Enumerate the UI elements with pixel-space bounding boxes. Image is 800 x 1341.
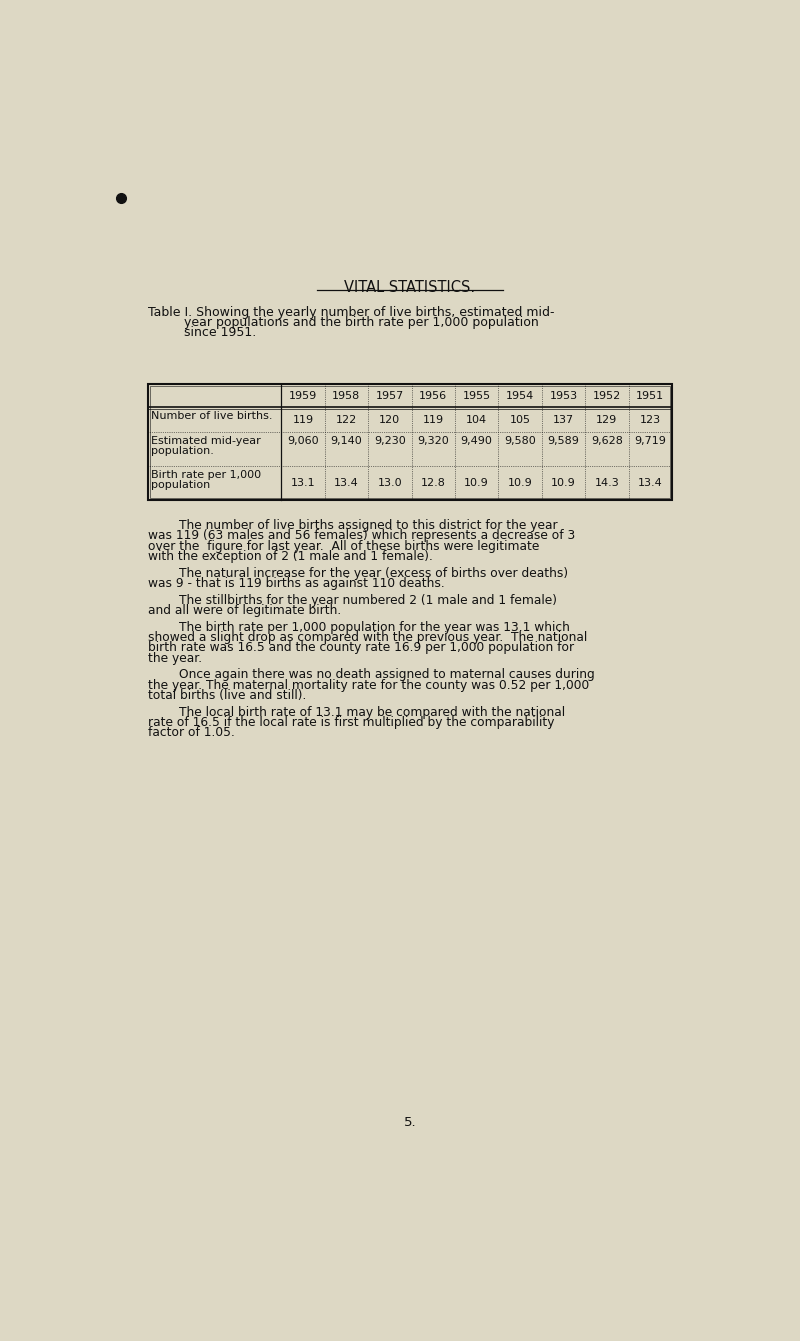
Text: 12.8: 12.8 [421, 477, 446, 488]
Text: 10.9: 10.9 [464, 477, 489, 488]
Text: 9,140: 9,140 [330, 436, 362, 445]
Text: 1956: 1956 [419, 390, 447, 401]
Text: 122: 122 [336, 414, 357, 425]
Text: with the exception of 2 (1 male and 1 female).: with the exception of 2 (1 male and 1 fe… [148, 550, 433, 563]
Text: the year. The maternal mortality rate for the county was 0.52 per 1,000: the year. The maternal mortality rate fo… [148, 679, 590, 692]
Text: 9,320: 9,320 [418, 436, 449, 445]
Text: 119: 119 [422, 414, 444, 425]
Text: 14.3: 14.3 [594, 477, 619, 488]
Text: and all were of legitimate birth.: and all were of legitimate birth. [148, 603, 342, 617]
Text: 10.9: 10.9 [508, 477, 533, 488]
Text: was 9 - that is 119 births as against 110 deaths.: was 9 - that is 119 births as against 11… [148, 577, 445, 590]
Bar [148, 385, 672, 500]
Text: 119: 119 [293, 414, 314, 425]
Text: 9,580: 9,580 [504, 436, 536, 445]
Text: 9,719: 9,719 [634, 436, 666, 445]
Text: 1958: 1958 [332, 390, 361, 401]
Text: The number of live births assigned to this district for the year: The number of live births assigned to th… [148, 519, 558, 532]
Text: 10.9: 10.9 [551, 477, 576, 488]
Text: was 119 (63 males and 56 females) which represents a decrease of 3: was 119 (63 males and 56 females) which … [148, 530, 575, 542]
Text: 1952: 1952 [593, 390, 621, 401]
Text: Estimated mid-year: Estimated mid-year [151, 436, 261, 445]
Text: birth rate was 16.5 and the county rate 16.9 per 1,000 population for: birth rate was 16.5 and the county rate … [148, 641, 574, 654]
Text: 9,628: 9,628 [591, 436, 622, 445]
Text: 137: 137 [553, 414, 574, 425]
Text: 1957: 1957 [376, 390, 404, 401]
Text: 13.0: 13.0 [378, 477, 402, 488]
Text: 1954: 1954 [506, 390, 534, 401]
Text: VITAL STATISTICS.: VITAL STATISTICS. [345, 280, 475, 295]
Text: Birth rate per 1,000: Birth rate per 1,000 [151, 469, 262, 480]
Text: 1953: 1953 [550, 390, 578, 401]
Text: year populations and the birth rate per 1,000 population: year populations and the birth rate per … [148, 315, 539, 329]
Text: The natural increase for the year (excess of births over deaths): The natural increase for the year (exces… [148, 567, 568, 579]
Text: 9,230: 9,230 [374, 436, 406, 445]
Text: 13.1: 13.1 [290, 477, 315, 488]
Text: total births (live and still).: total births (live and still). [148, 689, 306, 703]
Text: 9,589: 9,589 [547, 436, 579, 445]
Text: Table I. Showing the yearly number of live births, estimated mid-: Table I. Showing the yearly number of li… [148, 306, 554, 319]
Text: factor of 1.05.: factor of 1.05. [148, 727, 235, 739]
Text: rate of 16.5 if the local rate is first multiplied by the comparability: rate of 16.5 if the local rate is first … [148, 716, 554, 730]
Text: 104: 104 [466, 414, 487, 425]
Text: population: population [151, 480, 210, 489]
Text: 1951: 1951 [636, 390, 664, 401]
Text: The stillbirths for the year numbered 2 (1 male and 1 female): The stillbirths for the year numbered 2 … [148, 594, 557, 606]
Text: 105: 105 [510, 414, 530, 425]
Text: 13.4: 13.4 [334, 477, 359, 488]
Text: 1955: 1955 [462, 390, 490, 401]
Text: Number of live births.: Number of live births. [151, 412, 273, 421]
Text: Once again there was no death assigned to maternal causes during: Once again there was no death assigned t… [148, 668, 594, 681]
Text: 123: 123 [640, 414, 661, 425]
Text: the year.: the year. [148, 652, 202, 665]
Text: since 1951.: since 1951. [148, 326, 256, 339]
Text: 120: 120 [379, 414, 401, 425]
Text: The birth rate per 1,000 population for the year was 13.1 which: The birth rate per 1,000 population for … [148, 621, 570, 633]
Bar [150, 386, 670, 498]
Text: 129: 129 [596, 414, 618, 425]
Text: population.: population. [151, 445, 214, 456]
Text: 9,060: 9,060 [287, 436, 319, 445]
Text: 13.4: 13.4 [638, 477, 662, 488]
Text: 9,490: 9,490 [461, 436, 493, 445]
Text: showed a slight drop as compared with the previous year.  The national: showed a slight drop as compared with th… [148, 632, 587, 644]
Text: 5.: 5. [404, 1116, 416, 1129]
Text: The local birth rate of 13.1 may be compared with the national: The local birth rate of 13.1 may be comp… [148, 705, 565, 719]
Text: over the  figure for last year.  All of these births were legitimate: over the figure for last year. All of th… [148, 540, 539, 552]
Text: 1959: 1959 [289, 390, 317, 401]
